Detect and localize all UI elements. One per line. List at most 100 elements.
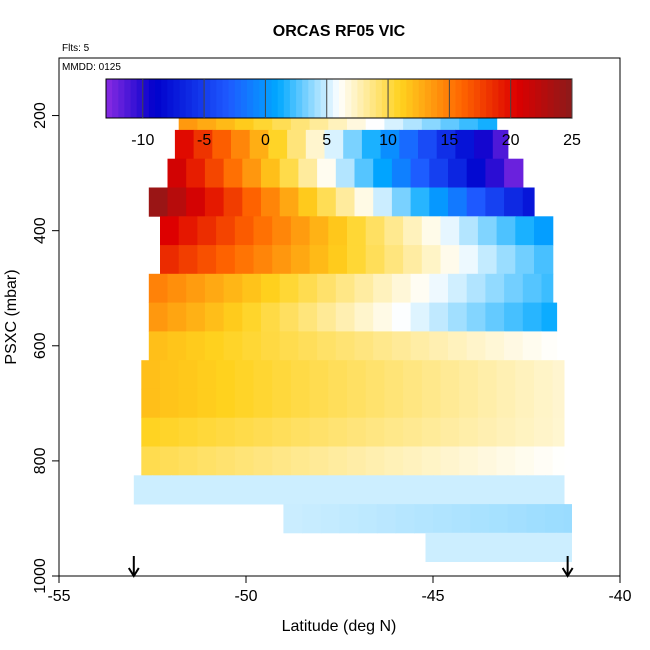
heatmap-cell bbox=[365, 216, 385, 246]
heatmap-cell bbox=[451, 504, 471, 534]
heatmap-cell bbox=[335, 331, 356, 361]
heatmap-cell bbox=[481, 532, 501, 562]
heatmap-cell bbox=[440, 446, 460, 476]
heatmap-cell bbox=[421, 245, 442, 275]
heatmap-cell bbox=[298, 302, 318, 332]
heatmap-cell bbox=[347, 446, 367, 476]
heatmap-cell bbox=[391, 302, 412, 332]
heatmap-cell bbox=[148, 273, 169, 303]
heatmap-cell bbox=[298, 158, 318, 188]
heatmap-cell bbox=[253, 388, 273, 419]
heatmap-cell bbox=[167, 331, 187, 361]
colorbar-segment bbox=[437, 79, 444, 118]
heatmap-cell bbox=[204, 273, 225, 303]
colorbar-segment bbox=[240, 79, 248, 118]
heatmap-cell bbox=[395, 475, 415, 505]
heatmap-cell bbox=[186, 273, 206, 303]
heatmap-cell bbox=[496, 360, 516, 390]
heatmap-cell bbox=[522, 302, 543, 332]
heatmap-cell bbox=[455, 129, 475, 160]
heatmap-cell bbox=[283, 475, 303, 505]
heatmap-cell bbox=[459, 360, 479, 390]
heatmap-cell bbox=[429, 273, 449, 303]
colorbar-segment bbox=[259, 79, 266, 118]
heatmap-cell bbox=[148, 187, 169, 217]
colorbar-segment bbox=[504, 79, 512, 118]
heatmap-cell bbox=[208, 475, 228, 505]
heatmap-cell bbox=[515, 216, 535, 246]
heatmap-cell bbox=[272, 446, 292, 476]
colorbar-segment bbox=[418, 79, 426, 118]
heatmap-cell bbox=[380, 129, 400, 160]
colorbar-segment bbox=[308, 79, 315, 118]
colorbar-segment bbox=[412, 79, 420, 118]
colorbar-segment bbox=[480, 79, 487, 118]
heatmap-cell bbox=[328, 360, 348, 390]
heatmap-cell bbox=[365, 446, 385, 476]
colorbar-tick-label: 20 bbox=[502, 132, 520, 149]
heatmap-cell bbox=[249, 129, 269, 160]
heatmap-cell bbox=[186, 331, 206, 361]
plot-frame bbox=[58, 57, 621, 577]
heatmap-cell bbox=[152, 475, 172, 505]
heatmap-cell bbox=[279, 302, 299, 332]
heatmap-cell bbox=[433, 475, 453, 505]
heatmap-cell bbox=[474, 129, 494, 160]
heatmap-cell bbox=[212, 129, 232, 160]
heatmap-cell bbox=[459, 245, 479, 275]
heatmap-cell bbox=[283, 504, 303, 534]
heatmap-cell bbox=[133, 475, 154, 505]
heatmap-cell bbox=[519, 532, 539, 562]
heatmap-cell bbox=[515, 360, 535, 390]
colorbar-segment bbox=[106, 79, 113, 118]
heatmap-cell bbox=[335, 273, 356, 303]
heatmap-cell bbox=[141, 417, 161, 447]
heatmap-cell bbox=[496, 245, 516, 275]
colorbar-segment bbox=[339, 79, 346, 118]
heatmap-cell bbox=[204, 302, 225, 332]
heatmap-cell bbox=[515, 245, 535, 275]
colorbar-segment bbox=[155, 79, 162, 118]
x-tick-label: -50 bbox=[234, 588, 257, 605]
heatmap-cell bbox=[242, 158, 262, 188]
heatmap-cell bbox=[242, 273, 262, 303]
heatmap-cell bbox=[477, 360, 498, 390]
heatmap-cell bbox=[537, 532, 557, 562]
heatmap-cell bbox=[440, 417, 460, 447]
heatmap-cell bbox=[448, 302, 468, 332]
heatmap-cell bbox=[470, 504, 490, 534]
heatmap-cell bbox=[160, 388, 180, 419]
heatmap-cell bbox=[534, 417, 554, 447]
heatmap-cell bbox=[234, 388, 255, 419]
colorbar-segment bbox=[431, 79, 438, 118]
heatmap-cell bbox=[328, 417, 348, 447]
heatmap-cell bbox=[429, 331, 449, 361]
heatmap-cell bbox=[328, 245, 348, 275]
colorbar-segment bbox=[443, 79, 450, 118]
heatmap-cell bbox=[328, 216, 348, 246]
heatmap-cell bbox=[186, 302, 206, 332]
heatmap-cell bbox=[410, 187, 430, 217]
colorbar-segment bbox=[277, 79, 285, 118]
heatmap-cell bbox=[174, 129, 195, 160]
y-tick-label: 200 bbox=[32, 102, 49, 129]
heatmap-cell bbox=[373, 187, 393, 217]
heatmap-cell bbox=[425, 532, 445, 562]
heatmap-cell bbox=[320, 475, 341, 505]
colorbar-tick-labels: -10 -5 0 5 10 15 20 25 bbox=[131, 132, 581, 149]
heatmap-cell bbox=[459, 417, 479, 447]
heatmap-cell bbox=[470, 475, 490, 505]
heatmap-cell bbox=[242, 302, 262, 332]
colorbar-segment bbox=[357, 79, 364, 118]
heatmap-cell bbox=[410, 302, 430, 332]
heatmap-cell bbox=[193, 129, 213, 160]
heatmap-cell bbox=[496, 417, 516, 447]
colorbar-tick-label: 15 bbox=[440, 132, 458, 149]
heatmap-cell bbox=[309, 360, 329, 390]
heatmap-cell bbox=[309, 245, 329, 275]
heatmap-cell bbox=[343, 129, 363, 160]
heatmap-cell bbox=[317, 331, 337, 361]
heatmap-cell bbox=[376, 475, 397, 505]
latitude-arrows bbox=[127, 556, 574, 578]
heatmap-cell bbox=[272, 360, 292, 390]
